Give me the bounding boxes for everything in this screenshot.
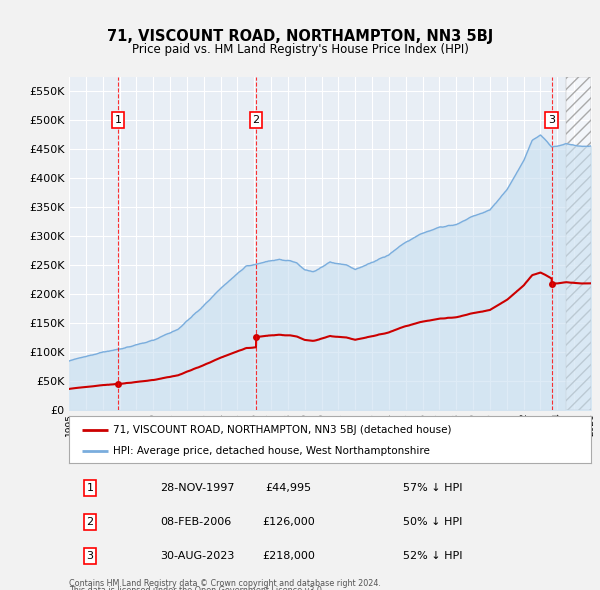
Text: £44,995: £44,995: [265, 483, 311, 493]
Text: 50% ↓ HPI: 50% ↓ HPI: [403, 517, 463, 527]
Text: 08-FEB-2006: 08-FEB-2006: [160, 517, 232, 527]
Text: HPI: Average price, detached house, West Northamptonshire: HPI: Average price, detached house, West…: [113, 447, 430, 456]
Text: 2: 2: [253, 115, 260, 125]
Text: 71, VISCOUNT ROAD, NORTHAMPTON, NN3 5BJ: 71, VISCOUNT ROAD, NORTHAMPTON, NN3 5BJ: [107, 29, 493, 44]
Text: 1: 1: [86, 483, 94, 493]
Text: £126,000: £126,000: [262, 517, 314, 527]
Text: 28-NOV-1997: 28-NOV-1997: [160, 483, 235, 493]
Text: 30-AUG-2023: 30-AUG-2023: [160, 551, 235, 561]
Text: This data is licensed under the Open Government Licence v3.0.: This data is licensed under the Open Gov…: [69, 586, 325, 590]
Text: 71, VISCOUNT ROAD, NORTHAMPTON, NN3 5BJ (detached house): 71, VISCOUNT ROAD, NORTHAMPTON, NN3 5BJ …: [113, 425, 452, 435]
Text: Price paid vs. HM Land Registry's House Price Index (HPI): Price paid vs. HM Land Registry's House …: [131, 43, 469, 56]
Text: Contains HM Land Registry data © Crown copyright and database right 2024.: Contains HM Land Registry data © Crown c…: [69, 579, 381, 588]
Text: 3: 3: [86, 551, 94, 561]
Text: £218,000: £218,000: [262, 551, 314, 561]
Text: 3: 3: [548, 115, 555, 125]
Text: 57% ↓ HPI: 57% ↓ HPI: [403, 483, 463, 493]
Text: 1: 1: [115, 115, 122, 125]
Text: 2: 2: [86, 517, 94, 527]
Text: 52% ↓ HPI: 52% ↓ HPI: [403, 551, 463, 561]
